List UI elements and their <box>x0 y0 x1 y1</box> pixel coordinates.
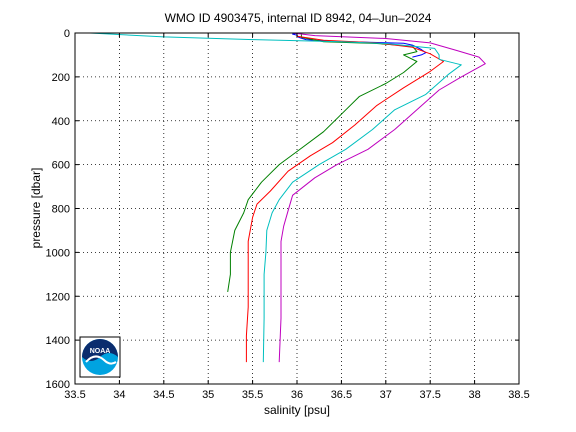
y-tick-label: 400 <box>52 116 70 128</box>
y-tick-label: 800 <box>52 204 70 216</box>
x-tick-label: 34 <box>113 389 125 401</box>
noaa-logo: NOAA <box>79 336 121 378</box>
x-tick-label: 37.5 <box>419 389 440 401</box>
x-tick-label: 33.5 <box>64 389 85 401</box>
x-tick-label: 37 <box>380 389 392 401</box>
y-tick-label: 0 <box>64 28 70 40</box>
x-tick-label: 35 <box>202 389 214 401</box>
axis-ticks: 33.5 34 34.5 35 35.5 36 36.5 37 37.5 38 38.5 0 200 40… <box>46 28 530 401</box>
x-tick-label: 38.5 <box>508 389 529 401</box>
y-tick-label: 1200 <box>46 291 70 303</box>
x-tick-label: 35.5 <box>242 389 263 401</box>
x-tick-label: 36 <box>291 389 303 401</box>
profile-line-3 <box>245 33 444 363</box>
x-tick-label: 38 <box>468 389 480 401</box>
y-tick-label: 1400 <box>46 335 70 347</box>
x-tick-label: 36.5 <box>331 389 352 401</box>
x-tick-label: 34.5 <box>153 389 174 401</box>
profile-line-5 <box>278 32 486 363</box>
y-axis-label: pressure [dbar] <box>29 168 43 249</box>
grid-lines <box>75 33 519 384</box>
y-tick-label: 200 <box>52 72 70 84</box>
profile-line-4 <box>90 32 462 363</box>
y-tick-label: 600 <box>52 160 70 172</box>
x-axis-label: salinity [psu] <box>264 403 330 417</box>
y-tick-label: 1600 <box>46 379 70 391</box>
chart-title: WMO ID 4903475, internal ID 8942, 04–Jun… <box>165 11 432 25</box>
noaa-logo-text: NOAA <box>90 348 111 355</box>
y-tick-label: 1000 <box>46 247 70 259</box>
